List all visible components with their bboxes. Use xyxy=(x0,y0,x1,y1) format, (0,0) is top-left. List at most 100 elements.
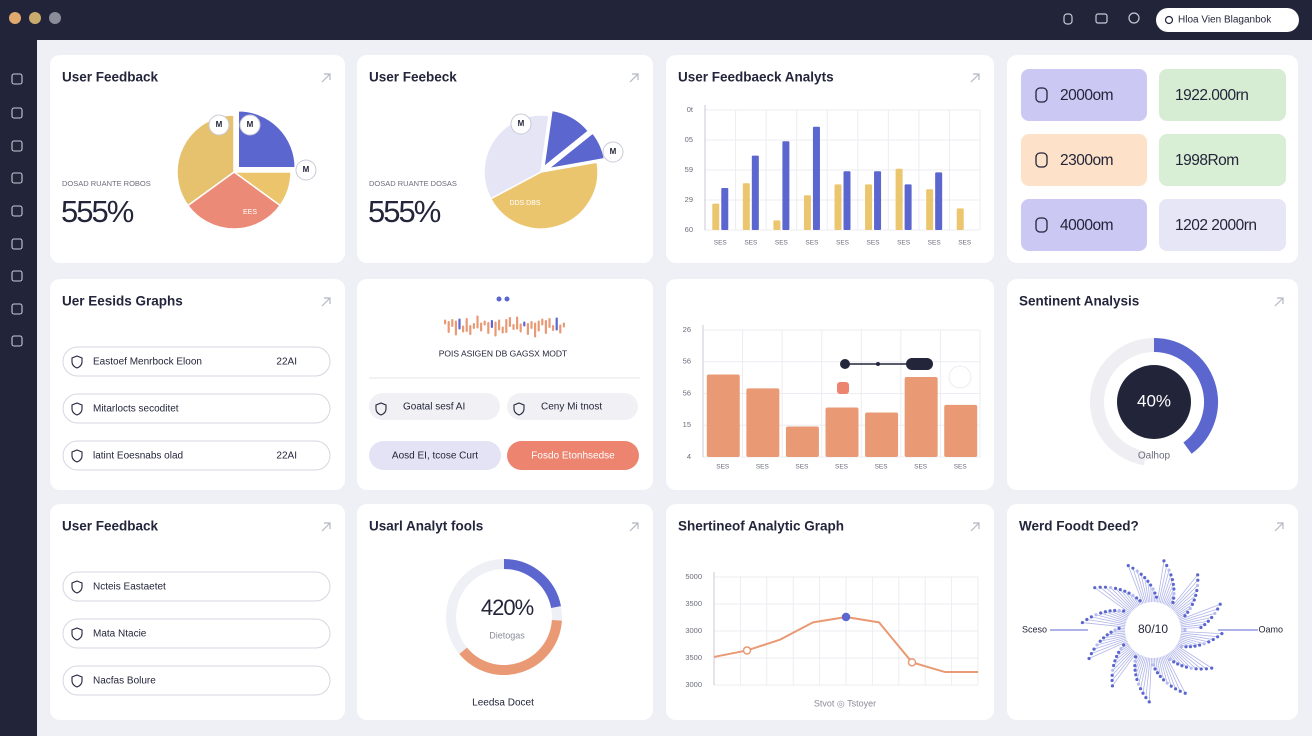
y-tick-label: 15 xyxy=(683,420,691,429)
tile-value: 4000om xyxy=(1060,217,1113,234)
list-icon xyxy=(71,402,83,416)
list-item[interactable] xyxy=(62,571,331,602)
expand-icon[interactable] xyxy=(629,73,639,83)
burst-dot xyxy=(1111,668,1115,672)
list-item[interactable] xyxy=(62,346,331,377)
marker-label: M xyxy=(216,120,223,129)
expand-icon[interactable] xyxy=(1274,522,1284,532)
bar xyxy=(904,184,912,230)
x-tick-label: SES xyxy=(867,240,881,247)
donut-segment xyxy=(503,559,561,609)
stat-tile[interactable] xyxy=(1021,134,1147,186)
burst-ray xyxy=(1119,610,1129,617)
card-title: Usarl Analyt fools xyxy=(369,519,483,534)
cloud-mark xyxy=(465,318,468,332)
sidebar-icon[interactable] xyxy=(11,73,23,85)
burst-ray xyxy=(1159,570,1170,604)
burst-ray xyxy=(1178,603,1221,621)
bar xyxy=(865,184,873,230)
sidebar-icon[interactable] xyxy=(11,107,23,119)
stat-tile[interactable] xyxy=(1159,69,1286,121)
burst-ray xyxy=(1138,656,1147,685)
cloud-mark xyxy=(498,319,501,331)
top-icon[interactable] xyxy=(1095,13,1108,24)
burst-dot xyxy=(1162,559,1166,563)
burst-dot xyxy=(1183,691,1187,695)
burst-ray xyxy=(1180,632,1218,638)
window-dot[interactable] xyxy=(9,12,21,24)
expand-icon[interactable] xyxy=(321,73,331,83)
sidebar-icon[interactable] xyxy=(11,140,23,152)
list-item[interactable] xyxy=(62,618,331,649)
cloud-caption: POIS ASIGEN DB GAGSX MODT xyxy=(439,348,567,358)
cloud-mark xyxy=(537,320,540,332)
burst-ray xyxy=(1179,613,1215,624)
burst-dot xyxy=(1184,665,1189,669)
tag-pill[interactable] xyxy=(369,393,500,420)
top-icon[interactable] xyxy=(1063,13,1073,25)
cloud-mark xyxy=(526,323,529,335)
stat-tile[interactable] xyxy=(1159,199,1286,251)
stat-tile[interactable] xyxy=(1159,134,1286,186)
burst-dot xyxy=(1102,636,1106,640)
burst-ray xyxy=(1118,644,1130,653)
expand-icon[interactable] xyxy=(970,522,980,532)
burst-dot xyxy=(1133,659,1137,663)
caption: DOSAD RUANTE DOSAS xyxy=(369,179,457,188)
top-icon[interactable] xyxy=(1128,12,1140,24)
burst-dot xyxy=(1196,573,1200,577)
slider-dot xyxy=(876,362,880,366)
search-box[interactable] xyxy=(1156,8,1299,32)
burst-dot xyxy=(1139,572,1143,576)
cloud-mark xyxy=(530,321,533,329)
burst-ray xyxy=(1105,586,1133,612)
window-dot[interactable] xyxy=(29,12,41,24)
list-text: Ncteis Eastaetet xyxy=(93,582,166,593)
y-tick-label: 60 xyxy=(685,225,693,234)
tile-value: 2000om xyxy=(1060,87,1113,104)
sidebar-icon[interactable] xyxy=(11,172,23,184)
slice-label: DDS DBS xyxy=(509,200,540,207)
donut-caption: Leedsa Docet xyxy=(472,698,534,709)
cloud-mark xyxy=(523,321,526,327)
list-item[interactable] xyxy=(62,393,331,424)
burst-dot xyxy=(1110,673,1114,677)
list-item[interactable] xyxy=(62,665,331,696)
expand-icon[interactable] xyxy=(321,522,331,532)
slider-handle[interactable] xyxy=(906,358,933,370)
y-tick-label: 05 xyxy=(685,135,693,144)
burst-dot xyxy=(1206,619,1210,623)
stat-tile[interactable] xyxy=(1021,199,1147,251)
burst-ray xyxy=(1144,577,1150,603)
burst-dot xyxy=(1117,650,1121,654)
burst-dot xyxy=(1114,654,1119,659)
burst-ray xyxy=(1107,632,1126,636)
slider-knob[interactable] xyxy=(840,359,850,369)
ghost-circle xyxy=(948,365,972,389)
sidebar-icon[interactable] xyxy=(11,205,23,217)
expand-icon[interactable] xyxy=(629,522,639,532)
burst-dot xyxy=(1186,610,1190,614)
button[interactable] xyxy=(369,441,501,470)
sidebar-icon[interactable] xyxy=(11,335,23,347)
expand-icon[interactable] xyxy=(1274,297,1284,307)
burst-dot xyxy=(1172,596,1176,600)
stat-tile[interactable] xyxy=(1021,69,1147,121)
burst-dot xyxy=(1178,689,1182,693)
expand-icon[interactable] xyxy=(321,297,331,307)
list-item[interactable] xyxy=(62,440,331,471)
cloud-mark xyxy=(490,320,493,328)
card-title: User Feedback xyxy=(62,70,159,85)
bar xyxy=(944,404,978,457)
burst-ray xyxy=(1162,579,1173,605)
sidebar-icon[interactable] xyxy=(11,238,23,250)
button-text: Aosd EI, tcose Curt xyxy=(392,451,478,462)
burst-dot xyxy=(1194,667,1198,671)
button[interactable] xyxy=(507,441,639,470)
sidebar-icon[interactable] xyxy=(11,270,23,282)
sidebar-icon[interactable] xyxy=(11,303,23,315)
burst-dot xyxy=(1196,578,1200,582)
expand-icon[interactable] xyxy=(970,73,980,83)
window-dot[interactable] xyxy=(49,12,61,24)
tag-pill[interactable] xyxy=(507,393,638,420)
